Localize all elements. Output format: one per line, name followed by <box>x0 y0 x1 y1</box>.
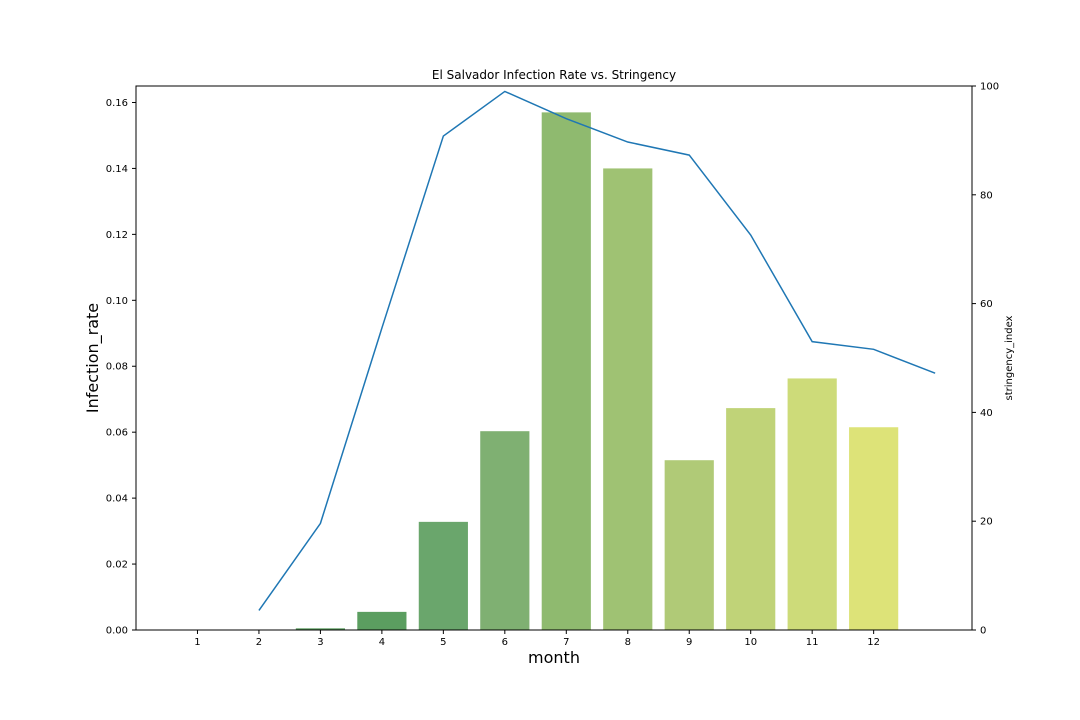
y-tick-label: 0.08 <box>106 362 128 373</box>
bar-month-6 <box>480 431 530 630</box>
plot-frame <box>135 85 973 631</box>
y2-tick-label: 100 <box>980 82 999 93</box>
bar-month-4 <box>357 611 407 630</box>
y-axis-label: Infection_rate <box>83 303 103 413</box>
line-group <box>258 90 936 611</box>
x-tick-label: 11 <box>806 637 819 648</box>
chart-title: El Salvador Infection Rate vs. Stringenc… <box>432 68 676 82</box>
x-axis-label: month <box>528 648 580 667</box>
x-axis-ticks: 1 2 3 4 5 6 7 8 9 10 11 12 <box>194 630 880 648</box>
y-tick-label: 0.12 <box>106 230 128 241</box>
bar-month-10 <box>726 408 776 630</box>
y-tick-label: 0.14 <box>106 164 128 175</box>
x-tick-label: 12 <box>867 637 880 648</box>
y2-axis-ticks: 0 20 40 60 80 100 <box>972 82 999 637</box>
bar-month-8 <box>603 168 653 630</box>
x-tick-label: 10 <box>744 637 757 648</box>
y2-tick-label: 40 <box>980 408 993 419</box>
stringency-line <box>258 90 936 611</box>
y2-tick-label: 20 <box>980 517 993 528</box>
x-tick-label: 4 <box>379 637 385 648</box>
y2-axis-label: stringency_index <box>1004 315 1015 400</box>
y-tick-label: 0.06 <box>106 428 128 439</box>
bar-month-7 <box>541 112 591 631</box>
bar-month-12 <box>849 427 899 630</box>
x-tick-label: 8 <box>625 637 631 648</box>
x-tick-label: 7 <box>563 637 569 648</box>
x-tick-label: 3 <box>317 637 323 648</box>
y-tick-label: 0.04 <box>106 494 128 505</box>
y-tick-label: 0.02 <box>106 560 128 571</box>
y2-tick-label: 0 <box>980 626 986 637</box>
x-tick-label: 5 <box>440 637 446 648</box>
bars-group <box>295 112 899 631</box>
x-tick-label: 9 <box>686 637 692 648</box>
y-axis-ticks: 0.00 0.02 0.04 0.06 0.08 0.10 0.12 0.14 0.16 <box>106 98 136 637</box>
y2-tick-label: 60 <box>980 299 993 310</box>
y-tick-label: 0.00 <box>106 626 128 637</box>
bar-month-9 <box>664 460 714 630</box>
y-tick-label: 0.10 <box>106 296 128 307</box>
x-tick-label: 1 <box>194 637 200 648</box>
bar-month-11 <box>787 378 837 630</box>
x-tick-label: 6 <box>502 637 508 648</box>
y-tick-label: 0.16 <box>106 98 128 109</box>
bar-month-5 <box>418 521 468 630</box>
y2-tick-label: 80 <box>980 190 993 201</box>
bar-month-3 <box>295 628 345 630</box>
x-tick-label: 2 <box>256 637 262 648</box>
